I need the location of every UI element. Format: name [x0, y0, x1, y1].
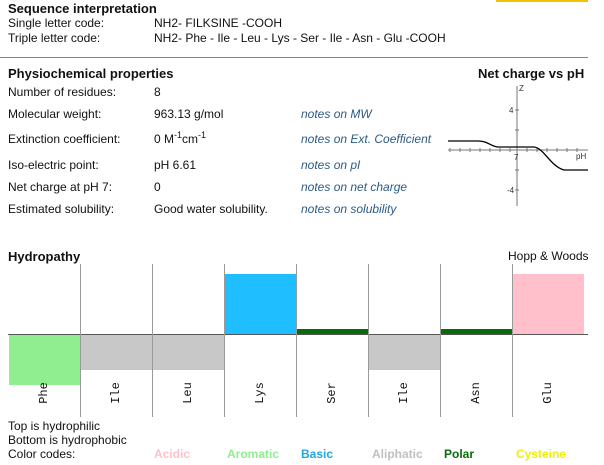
prop-value-pi: pH 6.61 [154, 158, 197, 172]
hydropathy-bar-ser [297, 329, 368, 334]
hydropathy-column-divider [512, 264, 513, 417]
section-title-hydropathy: Hydropathy [8, 249, 81, 264]
prop-label-charge: Net charge at pH 7: [8, 180, 113, 194]
residue-label: Ile [106, 370, 126, 416]
residue-label: Glu [538, 370, 558, 416]
charge-tick-4: 4 [509, 106, 514, 115]
residue-label-text: Glu [541, 382, 556, 404]
ext-value-unit-cm: cm [182, 132, 199, 146]
hydropathy-bar-ile [369, 335, 440, 370]
prop-value-charge: 0 [154, 180, 161, 194]
hydropathy-scale-label: Hopp & Woods [508, 249, 589, 263]
charge-tick-7: 7 [514, 153, 519, 162]
code-acidic: Acidic [154, 447, 191, 461]
prop-label-ext: Extinction coefficient: [8, 132, 121, 146]
hydropathy-bar-leu [153, 335, 224, 370]
hydropathy-bar-ile [81, 335, 152, 370]
prop-value-solubility: Good water solubility. [154, 202, 268, 216]
residue-label: Ser [322, 370, 342, 416]
top-accent-bar [496, 0, 588, 2]
residue-label: Leu [178, 370, 198, 416]
code-aromatic: Aromatic [227, 447, 280, 461]
notes-charge-link[interactable]: notes on net charge [301, 180, 408, 194]
hydropathy-bar-glu [513, 274, 584, 334]
prop-label-pi: Iso-electric point: [8, 158, 99, 172]
hydropathy-baseline [8, 334, 588, 335]
residue-label: Lys [250, 370, 270, 416]
notes-solubility-link[interactable]: notes on solubility [301, 202, 397, 216]
prop-label-solubility: Estimated solubility: [8, 202, 115, 216]
residue-label-text: Ile [397, 382, 412, 404]
charge-z-label: Z [519, 84, 524, 93]
hydropathy-column-divider [296, 264, 297, 417]
hydropathy-bar-phe [9, 335, 80, 385]
hydropathy-column-divider [152, 264, 153, 417]
prop-label-mw: Molecular weight: [8, 107, 102, 121]
residue-label-text: Asn [469, 382, 484, 404]
single-letter-label: Single letter code: [8, 16, 105, 30]
residue-label: Ile [394, 370, 414, 416]
ext-sup-1: -1 [174, 130, 183, 140]
footer-bottom-note: Bottom is hydrophobic [8, 433, 127, 447]
charge-chart: Z 4 7 -4 pH [448, 84, 588, 206]
hydropathy-bar-asn [441, 329, 512, 334]
charge-chart-title: Net charge vs pH [478, 66, 585, 81]
residue-label-text: Leu [181, 382, 196, 404]
ext-value-unit-m: 0 M [154, 132, 175, 146]
hydropathy-column-divider [224, 264, 225, 417]
color-codes-label: Color codes: [8, 447, 76, 461]
prop-label-residues: Number of residues: [8, 85, 117, 99]
code-aliphatic: Aliphatic [372, 447, 423, 461]
notes-ext-link[interactable]: notes on Ext. Coefficient [301, 132, 432, 146]
prop-value-residues: 8 [154, 85, 161, 99]
section-title-sequence: Sequence interpretation [8, 1, 157, 16]
section-divider [0, 57, 588, 58]
notes-mw-link[interactable]: notes on MW [301, 107, 372, 121]
residue-label-text: Ile [109, 382, 124, 404]
code-cysteine: Cysteine [516, 447, 567, 461]
hydropathy-bar-lys [225, 274, 296, 334]
residue-label-text: Phe [37, 382, 52, 404]
charge-tick-neg4: -4 [507, 186, 515, 195]
residue-label: Phe [34, 370, 54, 416]
residue-label-text: Lys [253, 382, 268, 404]
footer-top-note: Top is hydrophilic [8, 419, 101, 433]
triple-letter-value: NH2- Phe - Ile - Leu - Lys - Ser - Ile -… [154, 31, 446, 45]
prop-value-mw: 963.13 g/mol [154, 107, 224, 121]
prop-value-ext: 0 M-1cm-1 [154, 130, 206, 146]
hydropathy-column-divider [368, 264, 369, 417]
code-polar: Polar [444, 447, 475, 461]
single-letter-value: NH2- FILKSINE -COOH [154, 16, 283, 30]
hydropathy-column-divider [80, 264, 81, 417]
residue-label: Asn [466, 370, 486, 416]
residue-label-text: Ser [325, 382, 340, 404]
code-basic: Basic [301, 447, 334, 461]
section-title-properties: Physiochemical properties [8, 66, 174, 81]
hydropathy-column-divider [440, 264, 441, 417]
notes-pi-link[interactable]: notes on pI [301, 158, 361, 172]
ext-sup-2: -1 [198, 130, 207, 140]
charge-curve [448, 140, 588, 171]
triple-letter-label: Triple letter code: [8, 31, 101, 45]
charge-ph-label: pH [576, 152, 586, 161]
